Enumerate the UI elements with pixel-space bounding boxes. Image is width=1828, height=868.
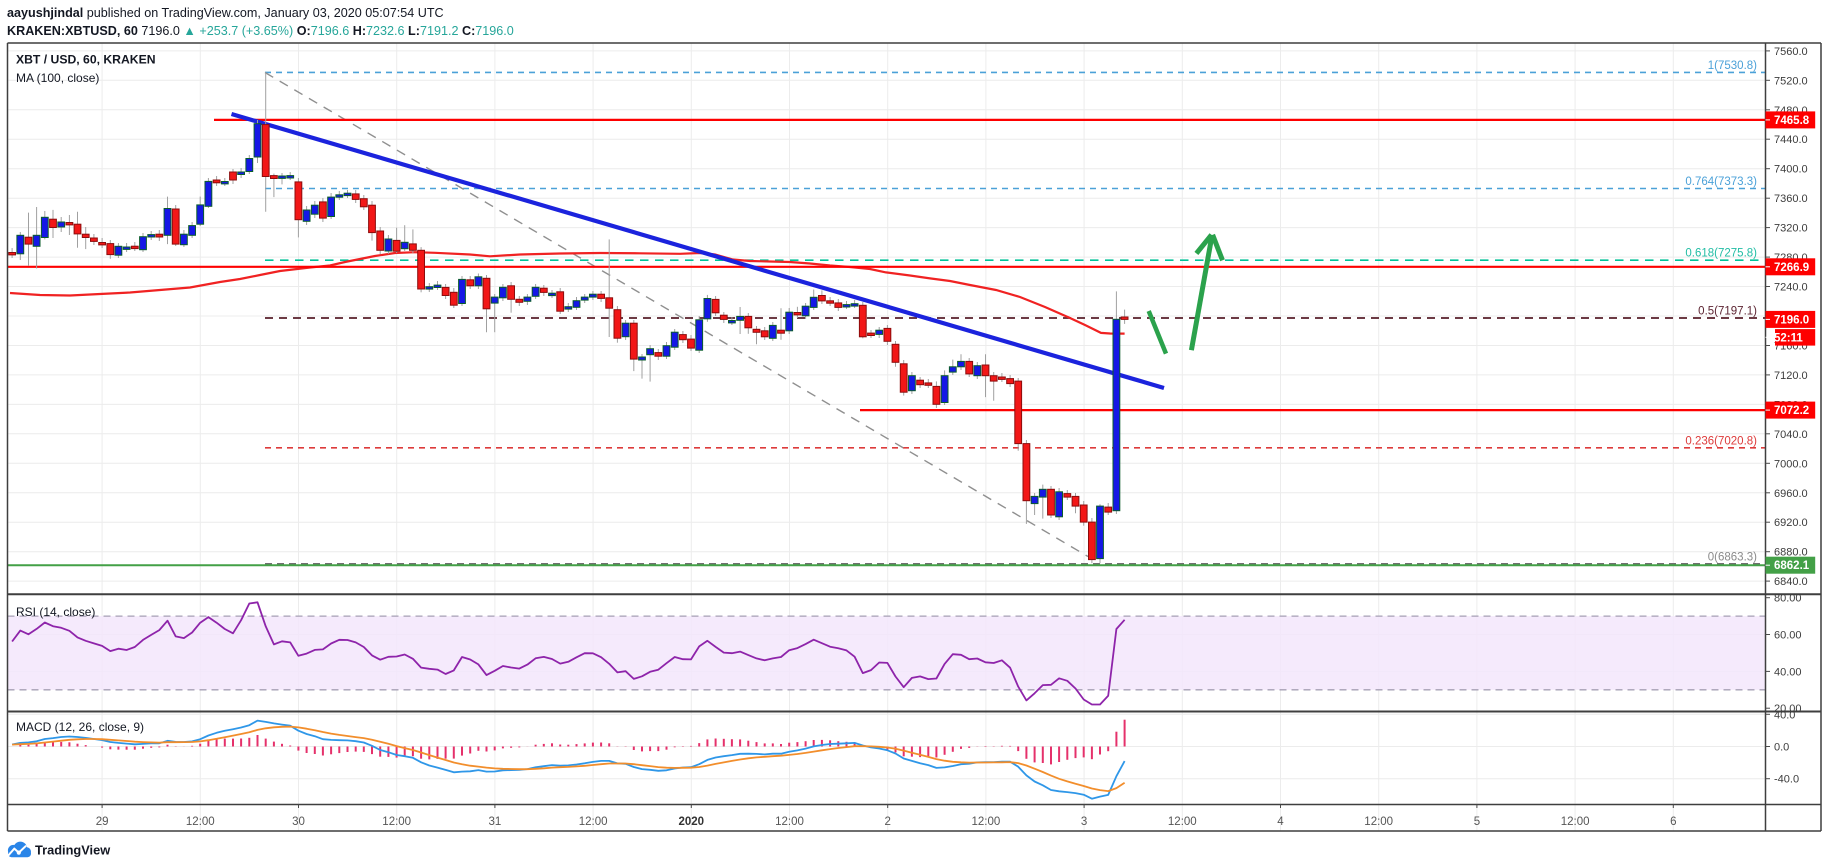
svg-text:12:00: 12:00 (186, 816, 215, 828)
svg-text:6920.0: 6920.0 (1774, 517, 1808, 529)
svg-text:0.618(7275.8): 0.618(7275.8) (1685, 248, 1757, 260)
svg-text:XBT / USD, 60, KRAKEN: XBT / USD, 60, KRAKEN (16, 53, 156, 67)
svg-text:0.236(7020.8): 0.236(7020.8) (1685, 435, 1757, 447)
svg-text:7240.0: 7240.0 (1774, 282, 1808, 294)
svg-text:7400.0: 7400.0 (1774, 164, 1808, 176)
svg-text:12:00: 12:00 (972, 816, 1001, 828)
svg-text:7000.0: 7000.0 (1774, 458, 1808, 470)
svg-text:29: 29 (96, 816, 109, 828)
svg-text:7560.0: 7560.0 (1774, 46, 1808, 58)
svg-text:-40.0: -40.0 (1774, 774, 1799, 786)
svg-text:6880.0: 6880.0 (1774, 547, 1808, 559)
svg-text:40.00: 40.00 (1774, 666, 1802, 678)
svg-text:6862.1: 6862.1 (1774, 560, 1810, 572)
svg-text:2020: 2020 (679, 816, 705, 828)
svg-text:0.0: 0.0 (1774, 742, 1789, 754)
svg-text:3: 3 (1081, 816, 1087, 828)
svg-text:0(6863.3): 0(6863.3) (1708, 551, 1757, 563)
svg-text:52:11: 52:11 (1774, 332, 1803, 344)
svg-text:aayushjindal published on Trad: aayushjindal published on TradingView.co… (7, 6, 444, 20)
svg-text:1(7530.8): 1(7530.8) (1708, 60, 1757, 72)
svg-text:7196.0: 7196.0 (1774, 314, 1809, 326)
svg-text:7120.0: 7120.0 (1774, 370, 1808, 382)
svg-text:12:00: 12:00 (1364, 816, 1393, 828)
svg-text:40.0: 40.0 (1774, 709, 1795, 721)
svg-text:6: 6 (1670, 816, 1676, 828)
svg-text:31: 31 (489, 816, 502, 828)
svg-text:7320.0: 7320.0 (1774, 223, 1808, 235)
svg-text:6960.0: 6960.0 (1774, 488, 1808, 500)
svg-text:2: 2 (884, 816, 890, 828)
svg-text:7266.9: 7266.9 (1774, 262, 1809, 274)
svg-text:7520.0: 7520.0 (1774, 75, 1808, 87)
svg-text:MACD (12, 26, close, 9): MACD (12, 26, close, 9) (16, 720, 144, 734)
svg-text:20.00: 20.00 (1774, 703, 1802, 715)
svg-text:5: 5 (1474, 816, 1480, 828)
svg-text:0.5(7197.1): 0.5(7197.1) (1698, 306, 1757, 318)
svg-text:12:00: 12:00 (579, 816, 608, 828)
svg-text:7440.0: 7440.0 (1774, 134, 1808, 146)
svg-text:RSI (14, close): RSI (14, close) (16, 605, 95, 619)
svg-text:7360.0: 7360.0 (1774, 193, 1808, 205)
svg-text:MA (100, close): MA (100, close) (16, 71, 99, 85)
svg-text:12:00: 12:00 (775, 816, 804, 828)
svg-text:TradingView: TradingView (35, 843, 110, 858)
svg-text:12:00: 12:00 (1561, 816, 1590, 828)
svg-text:60.00: 60.00 (1774, 630, 1802, 642)
svg-text:7040.0: 7040.0 (1774, 429, 1808, 441)
svg-text:12:00: 12:00 (382, 816, 411, 828)
svg-text:12:00: 12:00 (1168, 816, 1197, 828)
svg-text:30: 30 (292, 816, 305, 828)
svg-text:4: 4 (1277, 816, 1284, 828)
svg-text:KRAKEN:XBTUSD, 60 7196.0 ▲ +25: KRAKEN:XBTUSD, 60 7196.0 ▲ +253.7 (+3.65… (7, 24, 514, 38)
svg-text:80.00: 80.00 (1774, 593, 1802, 605)
svg-text:7072.2: 7072.2 (1774, 405, 1809, 417)
svg-text:0.764(7373.3): 0.764(7373.3) (1685, 176, 1757, 188)
svg-text:7465.8: 7465.8 (1774, 115, 1810, 127)
svg-text:6840.0: 6840.0 (1774, 576, 1808, 588)
